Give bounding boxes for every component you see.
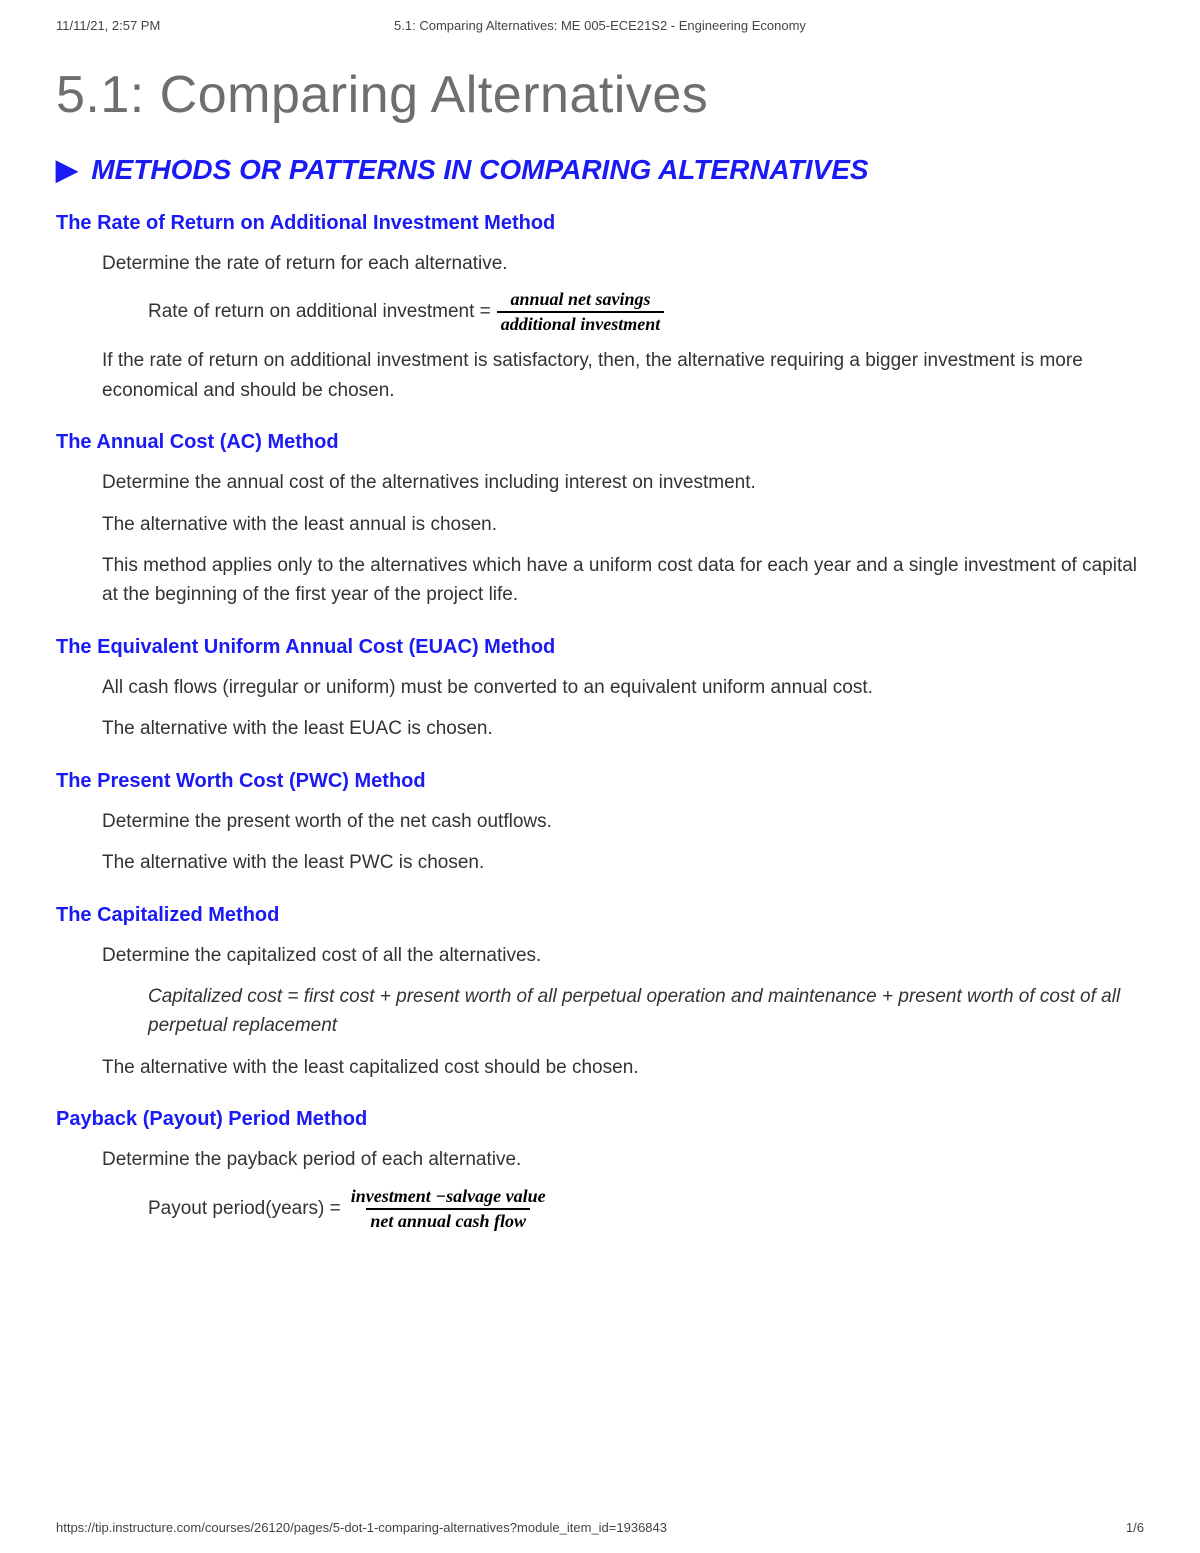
cap-p1: Determine the capitalized cost of all th… bbox=[102, 941, 1144, 970]
pwc-p2: The alternative with the least PWC is ch… bbox=[102, 848, 1144, 877]
euac-p2: The alternative with the least EUAC is c… bbox=[102, 714, 1144, 743]
ac-p2: The alternative with the least annual is… bbox=[102, 510, 1144, 539]
ror-formula: Rate of return on additional investment … bbox=[102, 290, 1144, 334]
footer-page: 1/6 bbox=[1126, 1520, 1144, 1535]
cap-formula-wrap: Capitalized cost = first cost + present … bbox=[102, 982, 1144, 1041]
euac-p1: All cash flows (irregular or uniform) mu… bbox=[102, 673, 1144, 702]
pwc-p1: Determine the present worth of the net c… bbox=[102, 807, 1144, 836]
section-heading: ▶ METHODS OR PATTERNS IN COMPARING ALTER… bbox=[56, 153, 1144, 186]
header-title: 5.1: Comparing Alternatives: ME 005-ECE2… bbox=[394, 18, 806, 33]
payback-fraction-den: net annual cash flow bbox=[366, 1208, 530, 1231]
page-container: 11/11/21, 2:57 PM 5.1: Comparing Alterna… bbox=[0, 0, 1200, 1553]
method-body-payback: Determine the payback period of each alt… bbox=[56, 1145, 1144, 1230]
ror-fraction: annual net savings additional investment bbox=[497, 290, 665, 334]
ror-fraction-den: additional investment bbox=[497, 311, 665, 334]
ror-fraction-num: annual net savings bbox=[506, 290, 654, 311]
ac-p1: Determine the annual cost of the alterna… bbox=[102, 468, 1144, 497]
triangle-icon: ▶ bbox=[56, 153, 78, 186]
ror-p1: Determine the rate of return for each al… bbox=[102, 249, 1144, 278]
print-footer: https://tip.instructure.com/courses/2612… bbox=[56, 1520, 1144, 1535]
method-body-ror: Determine the rate of return for each al… bbox=[56, 249, 1144, 405]
payback-fraction: investment −salvage value net annual cas… bbox=[347, 1187, 550, 1231]
method-title-ac: The Annual Cost (AC) Method bbox=[56, 431, 1144, 454]
method-title-payback: Payback (Payout) Period Method bbox=[56, 1108, 1144, 1131]
method-body-cap: Determine the capitalized cost of all th… bbox=[56, 941, 1144, 1083]
method-body-euac: All cash flows (irregular or uniform) mu… bbox=[56, 673, 1144, 744]
print-header: 11/11/21, 2:57 PM 5.1: Comparing Alterna… bbox=[56, 18, 1144, 33]
payback-fraction-num: investment −salvage value bbox=[347, 1187, 550, 1208]
method-body-ac: Determine the annual cost of the alterna… bbox=[56, 468, 1144, 610]
method-body-pwc: Determine the present worth of the net c… bbox=[56, 807, 1144, 878]
page-title: 5.1: Comparing Alternatives bbox=[56, 65, 1144, 125]
payback-p1: Determine the payback period of each alt… bbox=[102, 1145, 1144, 1174]
ror-p2: If the rate of return on additional inve… bbox=[102, 346, 1144, 405]
ac-p3: This method applies only to the alternat… bbox=[102, 551, 1144, 610]
footer-url: https://tip.instructure.com/courses/2612… bbox=[56, 1520, 667, 1535]
payback-formula-label: Payout period(years) = bbox=[148, 1198, 341, 1220]
cap-formula-text: Capitalized cost = first cost + present … bbox=[148, 982, 1144, 1041]
section-heading-text: METHODS OR PATTERNS IN COMPARING ALTERNA… bbox=[91, 154, 868, 185]
method-title-cap: The Capitalized Method bbox=[56, 904, 1144, 927]
method-title-pwc: The Present Worth Cost (PWC) Method bbox=[56, 770, 1144, 793]
method-title-ror: The Rate of Return on Additional Investm… bbox=[56, 212, 1144, 235]
payback-formula: Payout period(years) = investment −salva… bbox=[102, 1187, 1144, 1231]
cap-p2: The alternative with the least capitaliz… bbox=[102, 1053, 1144, 1082]
ror-formula-label: Rate of return on additional investment … bbox=[148, 301, 491, 323]
method-title-euac: The Equivalent Uniform Annual Cost (EUAC… bbox=[56, 636, 1144, 659]
header-datetime: 11/11/21, 2:57 PM bbox=[56, 18, 160, 33]
